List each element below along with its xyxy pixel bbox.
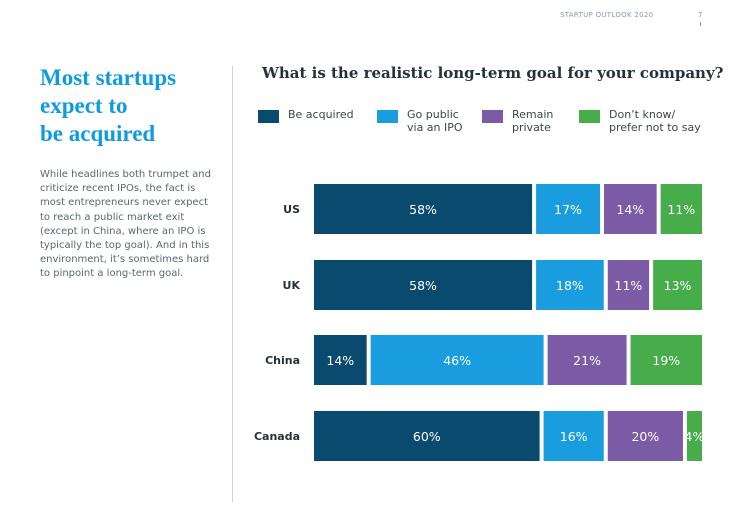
bar-segment bbox=[653, 260, 702, 310]
sidebar-title-line: Most startups bbox=[40, 65, 177, 90]
sidebar-body-line: typically the top goal). And in this bbox=[40, 240, 210, 252]
page-number-rule bbox=[700, 22, 701, 26]
sidebar-body-line: (except in China, where an IPO is bbox=[40, 225, 206, 237]
bar-value-label: 11% bbox=[615, 278, 643, 293]
bar-value-label: 11% bbox=[667, 202, 695, 217]
bar-value-label: 13% bbox=[664, 278, 692, 293]
bar-value-label: 18% bbox=[556, 278, 584, 293]
header-label: STARTUP OUTLOOK 2020 bbox=[560, 11, 654, 19]
bar-segment bbox=[314, 184, 533, 234]
legend-label: Go public via an IPO bbox=[407, 108, 463, 134]
bar-segment bbox=[314, 411, 540, 461]
sidebar-body-line: criticize recent IPOs, the fact is bbox=[40, 183, 196, 195]
bar-value-label: 58% bbox=[409, 202, 437, 217]
chart-title: What is the realistic long-term goal for… bbox=[262, 64, 724, 82]
sidebar-body-line: environment, it’s sometimes hard bbox=[40, 254, 210, 266]
bar-value-label: 19% bbox=[652, 353, 680, 368]
bar-value-label: 60% bbox=[413, 429, 441, 444]
bar-segment bbox=[370, 335, 544, 385]
category-label: China bbox=[265, 354, 300, 367]
category-label: Canada bbox=[254, 430, 300, 443]
bar-segment bbox=[607, 260, 650, 310]
sidebar-body-line: While headlines both trumpet and bbox=[40, 169, 211, 180]
bar-segment bbox=[660, 184, 702, 234]
category-label: US bbox=[283, 203, 300, 216]
sidebar-body-line: to pinpoint a long-term goal. bbox=[40, 268, 184, 280]
legend-swatch bbox=[579, 110, 600, 123]
bar-segment bbox=[314, 260, 533, 310]
bar-value-label: 58% bbox=[409, 278, 437, 293]
page-number: 7 bbox=[698, 11, 703, 19]
bar-value-label: 16% bbox=[560, 429, 588, 444]
bar-value-label: 14% bbox=[326, 353, 354, 368]
bar-segment bbox=[314, 335, 367, 385]
sidebar-body-line: most entrepreneurs never expect bbox=[40, 197, 209, 209]
sidebar-title-line: expect to bbox=[40, 93, 128, 118]
sidebar-title: Most startups expect to be acquired bbox=[40, 64, 220, 148]
bar-value-label: 14% bbox=[616, 202, 644, 217]
bar-segment bbox=[630, 335, 702, 385]
legend-swatch bbox=[482, 110, 503, 123]
category-label: UK bbox=[283, 279, 301, 292]
bar-segment bbox=[543, 411, 604, 461]
legend-label: Be acquired bbox=[288, 108, 354, 121]
legend-label: Don’t know/ prefer not to say bbox=[609, 108, 701, 134]
bar-value-label: 20% bbox=[631, 429, 659, 444]
bar-value-label: 17% bbox=[554, 202, 582, 217]
legend-label: Remain private bbox=[512, 108, 554, 134]
bar-value-label: 4% bbox=[685, 429, 705, 444]
bar-segment bbox=[547, 335, 627, 385]
sidebar-title-line: be acquired bbox=[40, 121, 156, 146]
bar-value-label: 21% bbox=[573, 353, 601, 368]
bar-value-label: 46% bbox=[443, 353, 471, 368]
column-divider bbox=[232, 66, 233, 502]
bar-segment bbox=[607, 411, 683, 461]
bar-segment bbox=[686, 411, 702, 461]
bar-segment bbox=[536, 260, 604, 310]
bar-segment bbox=[536, 184, 600, 234]
legend-swatch bbox=[258, 110, 279, 123]
bar-segment bbox=[604, 184, 657, 234]
sidebar-body-line: to reach a public market exit bbox=[40, 211, 185, 223]
sidebar-body: While headlines both trumpet and critici… bbox=[40, 168, 211, 282]
legend-swatch bbox=[377, 110, 398, 123]
